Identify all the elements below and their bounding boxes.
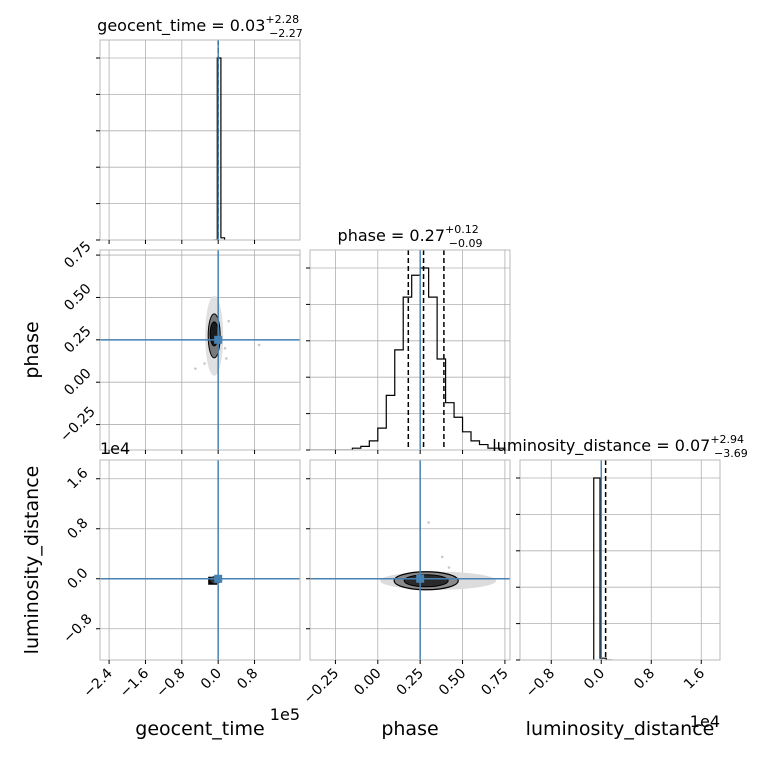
title-plus: +2.94 (710, 433, 744, 446)
xtick-label: 0.75 (478, 666, 511, 699)
title-luminosity-distance: luminosity_distance = 0.07+2.94 −3.69 (492, 433, 748, 460)
scatter-point (440, 555, 444, 559)
scatter-point (257, 343, 261, 347)
ytick-label: 0.8 (64, 515, 91, 542)
title-plus: +2.28 (265, 13, 299, 26)
hist-geocent-time-marks (213, 40, 226, 240)
xtick-label: 0.8 (234, 666, 261, 693)
ticks: −0.8 0.0 0.8 1.6 (516, 477, 708, 701)
scatter-point (427, 521, 430, 524)
scatter-phase-vs-geocent-time-panel: −0.25 0.00 0.25 0.50 0.75 (57, 238, 301, 454)
hist-luminosity-distance-marks (593, 460, 613, 660)
scatter-phase-vs-geocent-time-marks (100, 250, 300, 450)
truth-marker (416, 574, 425, 583)
title-median: 0.07 (675, 436, 711, 455)
xtick-label: 0.25 (394, 666, 427, 699)
ylabel-luminosity-distance: luminosity_distance (21, 466, 43, 655)
scatter-point (225, 357, 228, 360)
ytick-label: 0.0 (64, 565, 91, 592)
offset-luminosity-distance-x: 1e4 (690, 712, 720, 731)
ytick-label: 1.6 (64, 465, 91, 492)
xtick-label: 0.50 (436, 666, 469, 699)
title-phase: phase = 0.27+0.12 −0.09 (338, 223, 483, 250)
title-name: geocent_time (97, 16, 206, 36)
offset-luminosity-distance-y: 1e4 (100, 439, 130, 458)
scatter-luminosity-distance-vs-phase-panel: −0.25 0.00 0.25 0.50 0.75 (301, 459, 512, 708)
scatter-point (223, 347, 227, 350)
scatter-luminosity-distance-vs-geocent-time-panel: −2.4 −1.6 −0.8 0.0 0.8−0.80.00.81.6 (60, 459, 301, 701)
title-geocent-time: geocent_time = 0.03+2.28 −2.27 (97, 13, 303, 40)
scatter-point (447, 566, 451, 569)
xlabel-geocent-time: geocent_time (135, 718, 264, 740)
xtick-label: −1.6 (117, 665, 152, 700)
hist-geocent-time-panel: geocent_time = 0.03+2.28 −2.27 (96, 13, 303, 244)
ytick-label: 0.50 (61, 281, 94, 314)
title-median: 0.27 (409, 226, 445, 245)
contour-inner (403, 574, 449, 588)
title-eq: = (206, 16, 230, 35)
ytick-label: 0.75 (61, 238, 94, 271)
title-plus: +0.12 (445, 223, 479, 236)
truth-marker (214, 335, 223, 344)
title-median: 0.03 (230, 16, 266, 35)
axes-frame (99, 249, 301, 451)
ytick-label: −0.25 (57, 404, 99, 446)
xtick-label: 1.6 (681, 665, 708, 692)
ticks: −0.25 0.00 0.25 0.50 0.75 (57, 238, 256, 454)
title-minus: −0.09 (449, 237, 483, 250)
title-eq: = (386, 226, 410, 245)
hist-luminosity-distance-panel: −0.8 0.0 0.8 1.6 luminosity_distance = 0.07… (492, 433, 748, 701)
scatter-luminosity-distance-vs-geocent-time-marks (100, 460, 300, 660)
hist-phase-panel: phase = 0.27+0.12 −0.09 (306, 223, 511, 454)
grid (100, 40, 300, 240)
title-minus: −2.27 (269, 27, 303, 40)
grid (520, 460, 720, 660)
histogram-luminosity_distance (593, 477, 613, 660)
grid (100, 250, 300, 450)
ylabel-phase: phase (21, 321, 43, 378)
truth-marker (214, 574, 223, 583)
xlabel-luminosity-distance: luminosity_distance (526, 718, 715, 740)
histogram-phase (310, 267, 506, 450)
xtick-label: −0.8 (523, 666, 558, 701)
xtick-label: −0.8 (153, 666, 188, 701)
axes-frame (309, 249, 511, 451)
title-eq: = (651, 436, 675, 455)
grid (310, 460, 510, 660)
ytick-label: −0.8 (60, 611, 95, 646)
xtick-label: −0.25 (301, 666, 343, 708)
axes-frame (99, 459, 301, 661)
scatter-point (203, 362, 206, 365)
xtick-label: 0.0 (198, 666, 225, 693)
offset-geocent-time: 1e5 (270, 705, 300, 724)
title-name: luminosity_distance (492, 436, 651, 456)
title-minus: −3.69 (714, 447, 748, 460)
xtick-label: 0.00 (351, 666, 384, 699)
scatter-point (227, 319, 230, 323)
xtick-label: −2.4 (81, 665, 116, 700)
ticks: −2.4 −1.6 −0.8 0.0 0.8−0.80.00.81.6 (60, 465, 261, 701)
title-name: phase (338, 226, 386, 245)
scatter-luminosity-distance-vs-phase-marks (310, 460, 510, 660)
grid (100, 460, 300, 660)
ticks (96, 57, 256, 244)
scatter-point (194, 367, 197, 370)
ytick-label: 0.25 (61, 323, 94, 356)
xtick-label: 0.8 (631, 666, 658, 693)
xlabel-phase: phase (381, 718, 438, 740)
axes-frame (99, 39, 301, 241)
xtick-label: 0.0 (581, 666, 608, 693)
histogram-geocent_time (213, 57, 226, 240)
axes-frame (309, 459, 511, 661)
axes-frame (519, 459, 721, 661)
ytick-label: 0.00 (61, 366, 94, 399)
hist-phase-marks (310, 250, 506, 450)
grid (310, 250, 510, 450)
ticks (306, 267, 506, 454)
